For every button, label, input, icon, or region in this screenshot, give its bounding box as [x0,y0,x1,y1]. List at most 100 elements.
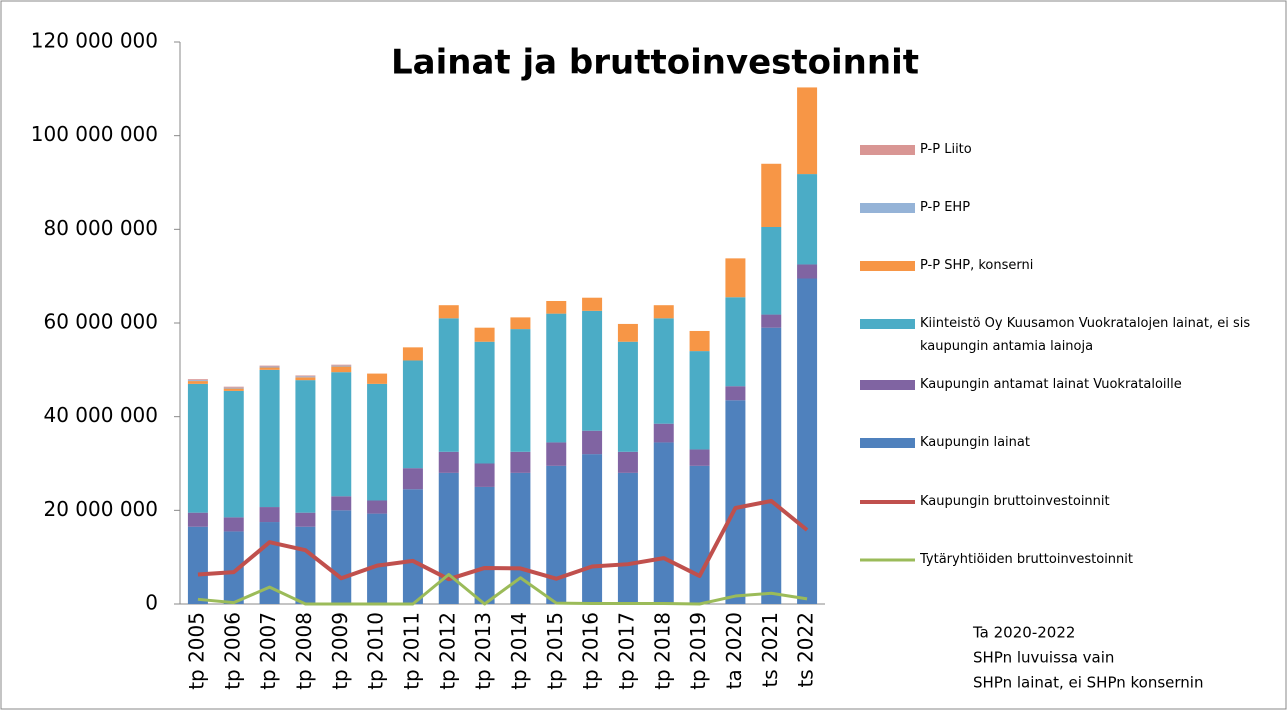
bar-segment [438,472,459,604]
x-tick-label: tp 2008 [292,612,316,690]
bar-segment [761,226,782,315]
legend-swatch [860,319,915,329]
bar-segment [367,373,388,384]
x-tick-label: ts 2021 [758,612,782,688]
bar-segment [617,472,638,604]
y-tick-label: 100 000 000 [31,122,158,146]
bar-segment [438,305,459,319]
bar-segment [653,423,674,443]
bar-segment [761,314,782,328]
bar-segment [725,386,746,401]
bar-segment [617,451,638,473]
bar-segment [259,365,280,367]
bar-segment [223,531,244,604]
bar-segment [295,512,316,527]
bar-segment [510,317,531,330]
legend-swatch [860,380,915,390]
bar-segment [295,377,316,381]
bar-segment [402,489,423,604]
bar-segment [725,258,746,298]
bar-segment [438,318,459,452]
bar-segment [546,442,567,466]
bar-segment [653,305,674,319]
bar-segment [582,297,603,311]
y-tick-label: 40 000 000 [43,403,158,427]
bar-segment [259,366,280,368]
legend-item: Kiinteistö Oy Kuusamon Vuokratalojen lai… [920,316,1251,354]
bar-segment [761,327,782,604]
bar-segment [402,360,423,469]
bar-segment [223,386,244,388]
bar-segment [797,278,818,604]
legend-item: P-P Liito [920,142,972,157]
bar-segment [474,327,495,342]
legend-label: Kaupungin lainat [920,435,1030,450]
bar-segment [617,323,638,342]
bar-segment [331,496,352,511]
bar-segment [367,500,388,514]
bar-segment [689,351,710,450]
bar-segment [295,380,316,513]
legend-item: Tytäryhtiöiden bruttoinvestoinnit [920,552,1133,567]
bar-segment [295,375,316,377]
x-tick-label: tp 2010 [364,612,388,690]
bar-segment [474,463,495,487]
bar-segment [367,383,388,501]
y-tick-label: 120 000 000 [31,29,158,53]
legend-swatch [860,145,915,155]
bar-segment [331,510,352,604]
x-tick-label: ta 2020 [722,612,746,689]
x-tick-label: tp 2012 [435,612,459,690]
bar-segment [582,310,603,431]
line-series [197,498,809,582]
x-tick-label: tp 2007 [256,612,280,690]
bar-segment [474,486,495,604]
bar-segment [331,364,352,366]
x-tick-label: tp 2006 [220,612,244,690]
legend-label: Kaupungin bruttoinvestoinnit [920,494,1110,509]
bar-segment [797,264,818,279]
legend-label: P-P EHP [920,200,971,215]
bar-segment [295,526,316,604]
y-tick-label: 80 000 000 [43,216,158,240]
bar-segment [546,300,567,314]
bar-segment [510,451,531,473]
x-tick-label: tp 2009 [328,612,352,690]
x-tick-label: ts 2022 [794,612,818,688]
bar-segment [797,87,818,175]
x-tick-label: tp 2015 [543,612,567,690]
x-tick-label: tp 2014 [507,612,531,690]
bar-segment [187,526,208,604]
x-tick-label: tp 2018 [650,612,674,690]
bar-segment [402,468,423,490]
bar-segment [223,387,244,389]
x-tick-label: tp 2016 [579,612,603,690]
bar-segment [331,372,352,497]
bar-segment [582,454,603,604]
y-tick-label: 60 000 000 [43,310,158,334]
bar-segment [223,388,244,391]
bar-segment [295,376,316,378]
legend-item: P-P SHP, konserni [920,258,1033,273]
bar-segment [259,367,280,370]
bar-segment [474,341,495,464]
bar-segment [187,379,208,381]
note: SHPn lainat, ei SHPn konsernin [973,674,1204,692]
chart-title: Lainat ja bruttoinvestoinnit [391,43,919,83]
legend-label: P-P Liito [920,142,972,157]
bar-segment [187,381,208,384]
y-tick-label: 0 [145,591,158,615]
legend-swatch [860,438,915,448]
bar-segment [259,369,280,508]
legend-label: Tytäryhtiöiden bruttoinvestoinnit [920,552,1133,567]
bar-segment [331,365,352,367]
bar-segment [223,517,244,532]
x-tick-label: tp 2013 [471,612,495,690]
bar-segment [331,366,352,373]
bar-segment [582,430,603,455]
legend-label: Kiinteistö Oy Kuusamon Vuokratalojen lai… [920,316,1251,354]
bar-segment [725,400,746,604]
bar-segment [653,442,674,604]
bar-segment [546,465,567,604]
